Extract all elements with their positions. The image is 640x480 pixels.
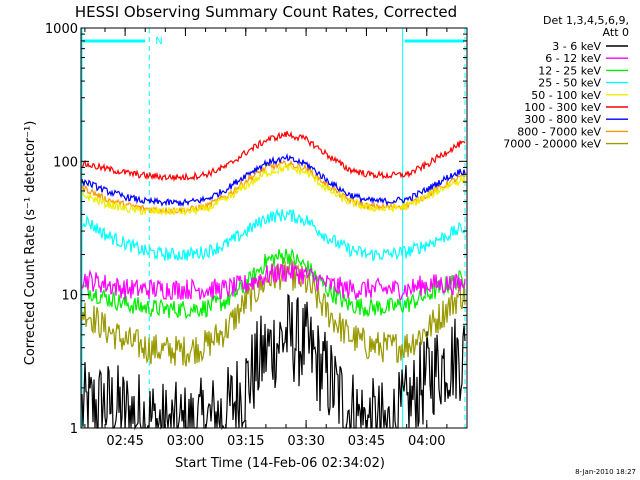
x-axis-label: Start Time (14-Feb-06 02:34:02) [175,456,385,471]
timestamp: 8-Jan-2010 18:27 [575,468,636,476]
x-tick-label: 03:15 [227,434,264,449]
y-tick-label: 100 [53,155,78,170]
series-800-7000-kev [81,159,466,215]
series-12-25-kev [81,248,466,320]
y-axis-label: Corrected Count Rate (s⁻¹ detector⁻¹) [23,121,38,366]
x-tick-label: 03:00 [167,434,204,449]
y-tick-label: 1 [70,422,78,437]
legend-label-12-25-kev: 12 - 25 keV [538,64,601,77]
x-tick-label: 04:00 [408,434,445,449]
y-axis: 1 10 100 1000 [45,22,467,437]
plot-frame [80,27,468,429]
legend-label-100-300-kev: 100 - 300 keV [524,101,601,114]
legend-label-6-12-kev: 6 - 12 keV [545,52,601,65]
legend-label-800-7000-kev: 800 - 7000 keV [517,125,601,138]
legend-label-300-800-kev: 300 - 800 keV [524,113,601,126]
series-300-800-kev [81,153,466,207]
legend-label-50-100-kev: 50 - 100 keV [531,89,601,102]
legend-label-3-6-kev: 3 - 6 keV [552,40,601,53]
series-3-6-kev [81,293,466,431]
legend-label-7000-20000-kev: 7000 - 20000 keV [503,138,601,151]
legend-header-line-1: Det 1,3,4,5,6,9, [543,14,629,27]
chart-title: HESSI Observing Summary Count Rates, Cor… [75,3,457,21]
x-axis: 02:45 03:00 03:15 03:30 03:45 04:00 [84,28,468,449]
y-tick-label: 10 [61,289,78,304]
series-100-300-kev [81,130,466,182]
legend-label-25-50-kev: 25 - 50 keV [538,77,601,90]
series-50-100-kev [81,163,466,217]
series-6-12-kev [81,261,466,301]
x-tick-label: 03:30 [287,434,324,449]
legend-header-line-2: Att 0 [603,26,629,39]
saa-label: N [155,36,162,47]
y-tick-label: 1000 [45,22,78,37]
x-tick-label: 02:45 [106,434,143,449]
plot-area: N [81,28,466,431]
x-tick-label: 03:45 [348,434,385,449]
series-25-50-kev [81,207,466,262]
